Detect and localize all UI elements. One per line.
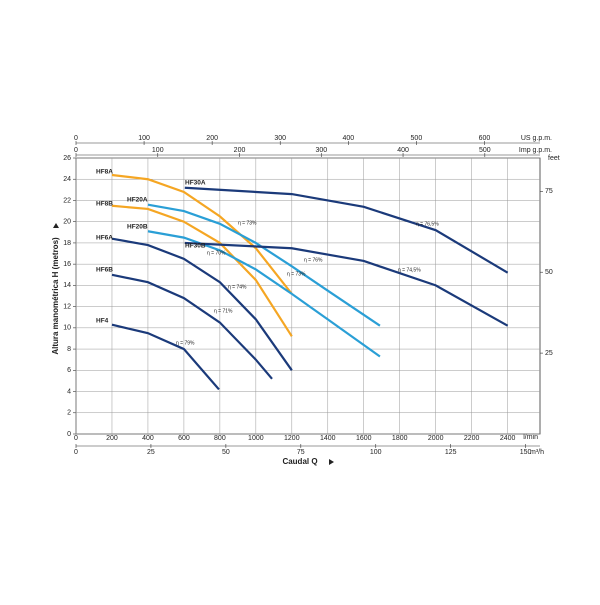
curve-label: HF8B: [96, 201, 113, 208]
curve-label: HF6B: [96, 267, 113, 274]
efficiency-label: η = 76%: [304, 257, 323, 263]
secondary-tick-label: 200: [234, 147, 246, 154]
secondary-tick-label: 400: [397, 147, 409, 154]
secondary-tick-label: 300: [315, 147, 327, 154]
secondary-tick-label: 400: [342, 135, 354, 142]
curve-label: HF30A: [185, 180, 206, 187]
secondary-axis-label: m³/h: [530, 449, 544, 456]
curve: [147, 203, 381, 327]
x-tick-label: 2200: [464, 435, 480, 442]
curve-label: HF30B: [185, 243, 206, 250]
x-axis-label: Caudal Q: [282, 457, 317, 466]
y-tick-label: 22: [63, 197, 71, 204]
plot-frame: [75, 157, 541, 435]
x-tick-label: 1000: [248, 435, 264, 442]
secondary-tick-label: 0: [74, 135, 78, 142]
curve: [111, 204, 293, 337]
x-unit: l/min: [523, 434, 538, 441]
secondary-tick-label: 50: [222, 449, 230, 456]
curve: [111, 273, 273, 380]
x-tick-label: 400: [142, 435, 154, 442]
x-tick-label: 1600: [356, 435, 372, 442]
secondary-tick-label: 100: [152, 147, 164, 154]
secondary-tick-label: 200: [206, 135, 218, 142]
secondary-tick-label: 75: [297, 449, 305, 456]
secondary-tick-label: 500: [411, 135, 423, 142]
curve: [111, 173, 293, 295]
y2-tick-label: 75: [545, 188, 553, 195]
secondary-tick-label: 0: [74, 449, 78, 456]
efficiency-label: η = 76,5%: [416, 221, 439, 227]
y-tick-label: 18: [63, 240, 71, 247]
y-tick-label: 26: [63, 155, 71, 162]
secondary-tick-label: 25: [147, 449, 155, 456]
x-axis-arrow: [329, 459, 334, 465]
y-tick-label: 20: [63, 219, 71, 226]
x-tick-label: 600: [178, 435, 190, 442]
y2-axis-label: feet: [548, 155, 560, 162]
efficiency-label: η = 73%: [287, 271, 306, 277]
secondary-tick-label: 500: [479, 147, 491, 154]
x-tick-label: 1800: [392, 435, 408, 442]
y2-tick-label: 25: [545, 350, 553, 357]
y-tick-label: 2: [67, 410, 71, 417]
x-tick-label: 800: [214, 435, 226, 442]
efficiency-label: η = 71%: [214, 308, 233, 314]
y-tick-label: 10: [63, 325, 71, 332]
curve: [184, 186, 509, 274]
y-tick-label: 6: [67, 367, 71, 374]
curve: [147, 230, 381, 358]
x-tick-label: 200: [106, 435, 118, 442]
secondary-tick-label: 100: [370, 449, 382, 456]
y2-tick-label: 50: [545, 269, 553, 276]
efficiency-label: η = 79%: [176, 340, 195, 346]
secondary-tick-label: 100: [138, 135, 150, 142]
secondary-axis-label: US g.p.m.: [521, 135, 552, 142]
curve-label: HF20B: [127, 224, 148, 231]
y-tick-label: 0: [67, 431, 71, 438]
y-tick-label: 8: [67, 346, 71, 353]
curve: [184, 241, 509, 327]
secondary-tick-label: 600: [479, 135, 491, 142]
x-tick-label: 1200: [284, 435, 300, 442]
secondary-tick-label: 300: [274, 135, 286, 142]
y-tick-label: 24: [63, 176, 71, 183]
efficiency-label: η = 74,5%: [398, 267, 421, 273]
y-tick-label: 14: [63, 282, 71, 289]
efficiency-label: η = 70%: [207, 250, 226, 256]
y-tick-label: 16: [63, 261, 71, 268]
secondary-tick-label: 150: [520, 449, 532, 456]
curve-label: HF20A: [127, 197, 148, 204]
y-axis-label: Altura manométrica H (metros): [51, 237, 60, 355]
y-tick-label: 4: [67, 388, 71, 395]
curve-label: HF4: [96, 318, 109, 325]
secondary-tick-label: 0: [74, 147, 78, 154]
curve: [111, 323, 220, 391]
y-axis-arrow: [53, 223, 59, 228]
x-tick-label: 2400: [500, 435, 516, 442]
curve: [111, 237, 293, 371]
x-tick-label: 1400: [320, 435, 336, 442]
curve-label: HF6A: [96, 235, 113, 242]
x-tick-label: 0: [74, 435, 78, 442]
secondary-tick-label: 125: [445, 449, 457, 456]
x-tick-label: 2000: [428, 435, 444, 442]
secondary-axis-label: Imp g.p.m.: [519, 147, 552, 154]
efficiency-label: η = 73%: [238, 220, 257, 226]
efficiency-label: η = 74%: [228, 284, 247, 290]
y-tick-label: 12: [63, 303, 71, 310]
curve-label: HF8A: [96, 169, 113, 176]
